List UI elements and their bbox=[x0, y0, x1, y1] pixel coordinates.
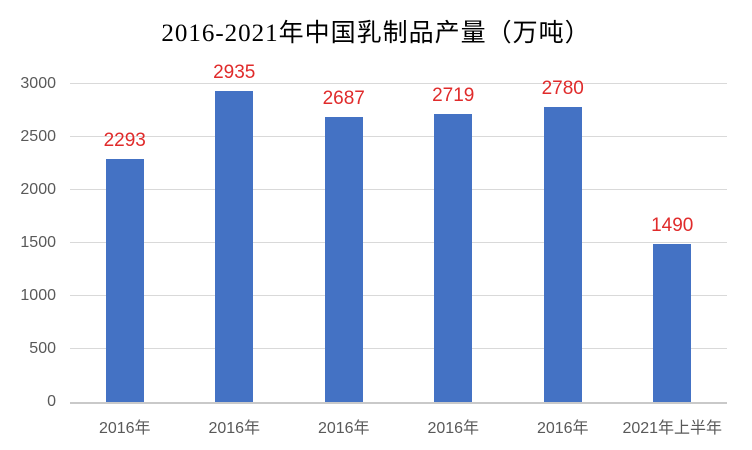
bar bbox=[105, 158, 144, 402]
bar bbox=[434, 113, 473, 402]
gridline bbox=[70, 83, 727, 84]
y-axis-tick-label: 1500 bbox=[20, 234, 56, 251]
bar-category: 2293 bbox=[70, 84, 180, 402]
bar-value-label: 1490 bbox=[651, 215, 694, 237]
bar-value-label: 2687 bbox=[322, 88, 365, 110]
bar-category: 2719 bbox=[399, 84, 509, 402]
bar bbox=[324, 117, 363, 402]
plot-area: 2293 2935 2687 2719 2780 1490 bbox=[70, 62, 728, 404]
chart-title: 2016-2021年中国乳制品产量（万吨） bbox=[161, 20, 591, 47]
x-axis-label: 2016年 bbox=[536, 420, 589, 437]
gridline bbox=[70, 348, 727, 349]
gridline bbox=[70, 136, 727, 137]
bar bbox=[543, 107, 582, 402]
gridline bbox=[70, 189, 727, 190]
bar bbox=[215, 90, 254, 402]
bar-category: 2687 bbox=[289, 84, 399, 402]
bar-value-label: 2935 bbox=[213, 61, 256, 83]
bar-value-label: 2293 bbox=[103, 129, 146, 151]
y-axis-tick-label: 0 bbox=[47, 393, 56, 410]
x-axis-label: 2021年上半年 bbox=[622, 420, 723, 437]
y-axis-tick-label: 2500 bbox=[20, 128, 56, 145]
y-axis-tick-label: 2000 bbox=[20, 181, 56, 198]
bar-value-label: 2780 bbox=[541, 78, 584, 100]
bar-category: 1490 bbox=[618, 84, 728, 402]
bar-value-label: 2719 bbox=[432, 84, 475, 106]
gridline bbox=[70, 295, 727, 296]
x-axis-label: 2016年 bbox=[427, 420, 480, 437]
x-axis-label: 2016年 bbox=[208, 420, 261, 437]
gridline bbox=[70, 242, 727, 243]
y-axis-tick-label: 3000 bbox=[20, 75, 56, 92]
bar-category: 2780 bbox=[508, 78, 618, 402]
bar-category: 2935 bbox=[180, 62, 290, 402]
x-axis-label: 2016年 bbox=[98, 420, 151, 437]
x-axis-label: 2016年 bbox=[317, 420, 370, 437]
y-axis-tick-label: 1000 bbox=[20, 287, 56, 304]
y-axis-tick-label: 500 bbox=[29, 340, 56, 357]
bar bbox=[653, 244, 692, 402]
